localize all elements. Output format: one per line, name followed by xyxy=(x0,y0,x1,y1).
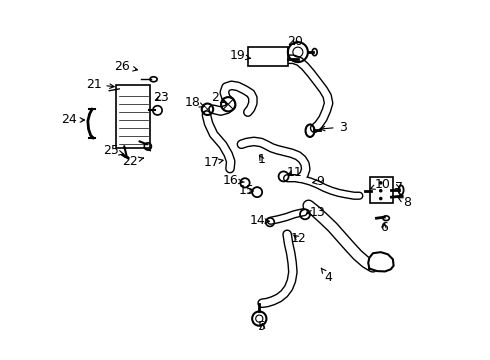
Text: 7: 7 xyxy=(395,181,403,194)
Text: 22: 22 xyxy=(122,155,144,168)
Text: 10: 10 xyxy=(370,178,390,191)
Text: 2: 2 xyxy=(211,91,225,104)
Text: 17: 17 xyxy=(203,156,223,169)
Text: 1: 1 xyxy=(258,153,266,166)
Bar xyxy=(248,47,288,66)
Text: 12: 12 xyxy=(291,233,306,246)
Text: 26: 26 xyxy=(114,60,138,73)
Text: 9: 9 xyxy=(313,175,324,188)
Text: 14: 14 xyxy=(250,214,270,227)
Text: 6: 6 xyxy=(380,221,388,234)
FancyBboxPatch shape xyxy=(369,177,392,203)
Text: 18: 18 xyxy=(185,96,204,109)
Text: 20: 20 xyxy=(287,35,303,48)
Text: 24: 24 xyxy=(61,113,84,126)
Text: 19: 19 xyxy=(229,49,251,62)
Text: 23: 23 xyxy=(153,91,169,104)
FancyBboxPatch shape xyxy=(117,85,150,148)
Text: 21: 21 xyxy=(86,78,114,91)
Text: 5: 5 xyxy=(258,320,267,333)
Circle shape xyxy=(379,197,383,201)
Text: 3: 3 xyxy=(320,121,346,134)
Circle shape xyxy=(379,181,383,185)
Text: 16: 16 xyxy=(223,174,244,187)
Text: 11: 11 xyxy=(287,166,302,179)
Circle shape xyxy=(379,189,383,193)
Text: 25: 25 xyxy=(103,144,124,157)
Text: 15: 15 xyxy=(239,184,255,197)
Polygon shape xyxy=(368,252,393,271)
Text: 4: 4 xyxy=(321,268,332,284)
Text: 13: 13 xyxy=(307,206,326,219)
Text: 8: 8 xyxy=(397,195,411,209)
